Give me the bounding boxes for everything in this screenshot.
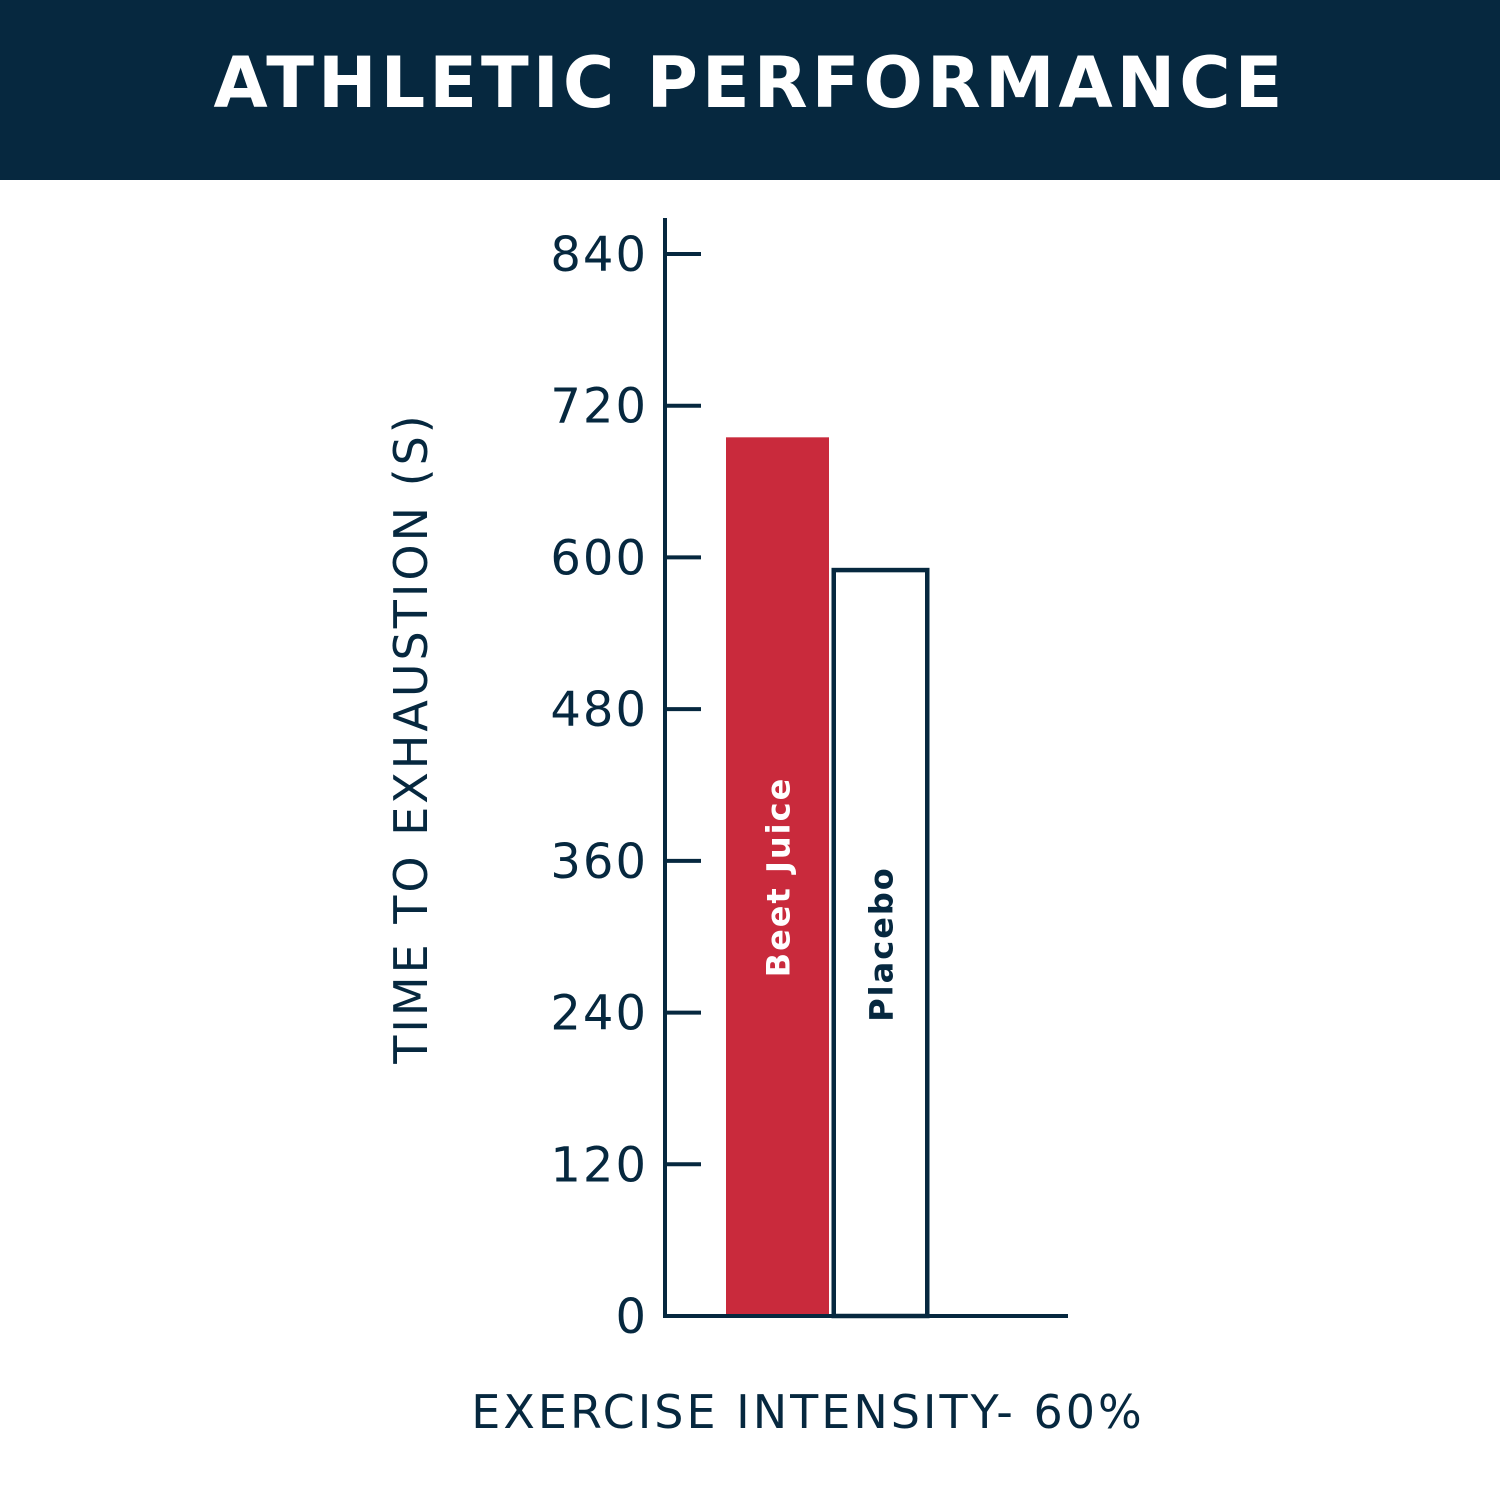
y-tick-label: 480: [550, 682, 648, 738]
bar-beet-juice: [726, 437, 829, 1317]
y-axis: 0 120 240 360 480 600 720 840: [550, 227, 701, 1345]
bar-label: Beet Juice: [760, 777, 798, 978]
y-tick-label: 600: [550, 530, 648, 586]
y-tick-label: 120: [550, 1137, 648, 1193]
y-tick-label: 0: [615, 1289, 648, 1345]
y-axis-title: TIME TO EXHAUSTION (S): [384, 412, 438, 1064]
y-tick-label: 360: [550, 834, 648, 890]
page-title: ATHLETIC PERFORMANCE: [213, 42, 1287, 124]
y-tick-label: 720: [550, 379, 648, 435]
x-axis-title: EXERCISE INTENSITY- 60%: [471, 1385, 1144, 1439]
y-tick-label: 840: [550, 227, 648, 283]
y-tick-label: 240: [550, 986, 648, 1042]
header-banner: ATHLETIC PERFORMANCE: [0, 0, 1500, 180]
axis-lines: [663, 218, 1068, 1318]
bars: Beet Juice Placebo: [726, 437, 930, 1319]
bar-label: Placebo: [863, 866, 901, 1022]
